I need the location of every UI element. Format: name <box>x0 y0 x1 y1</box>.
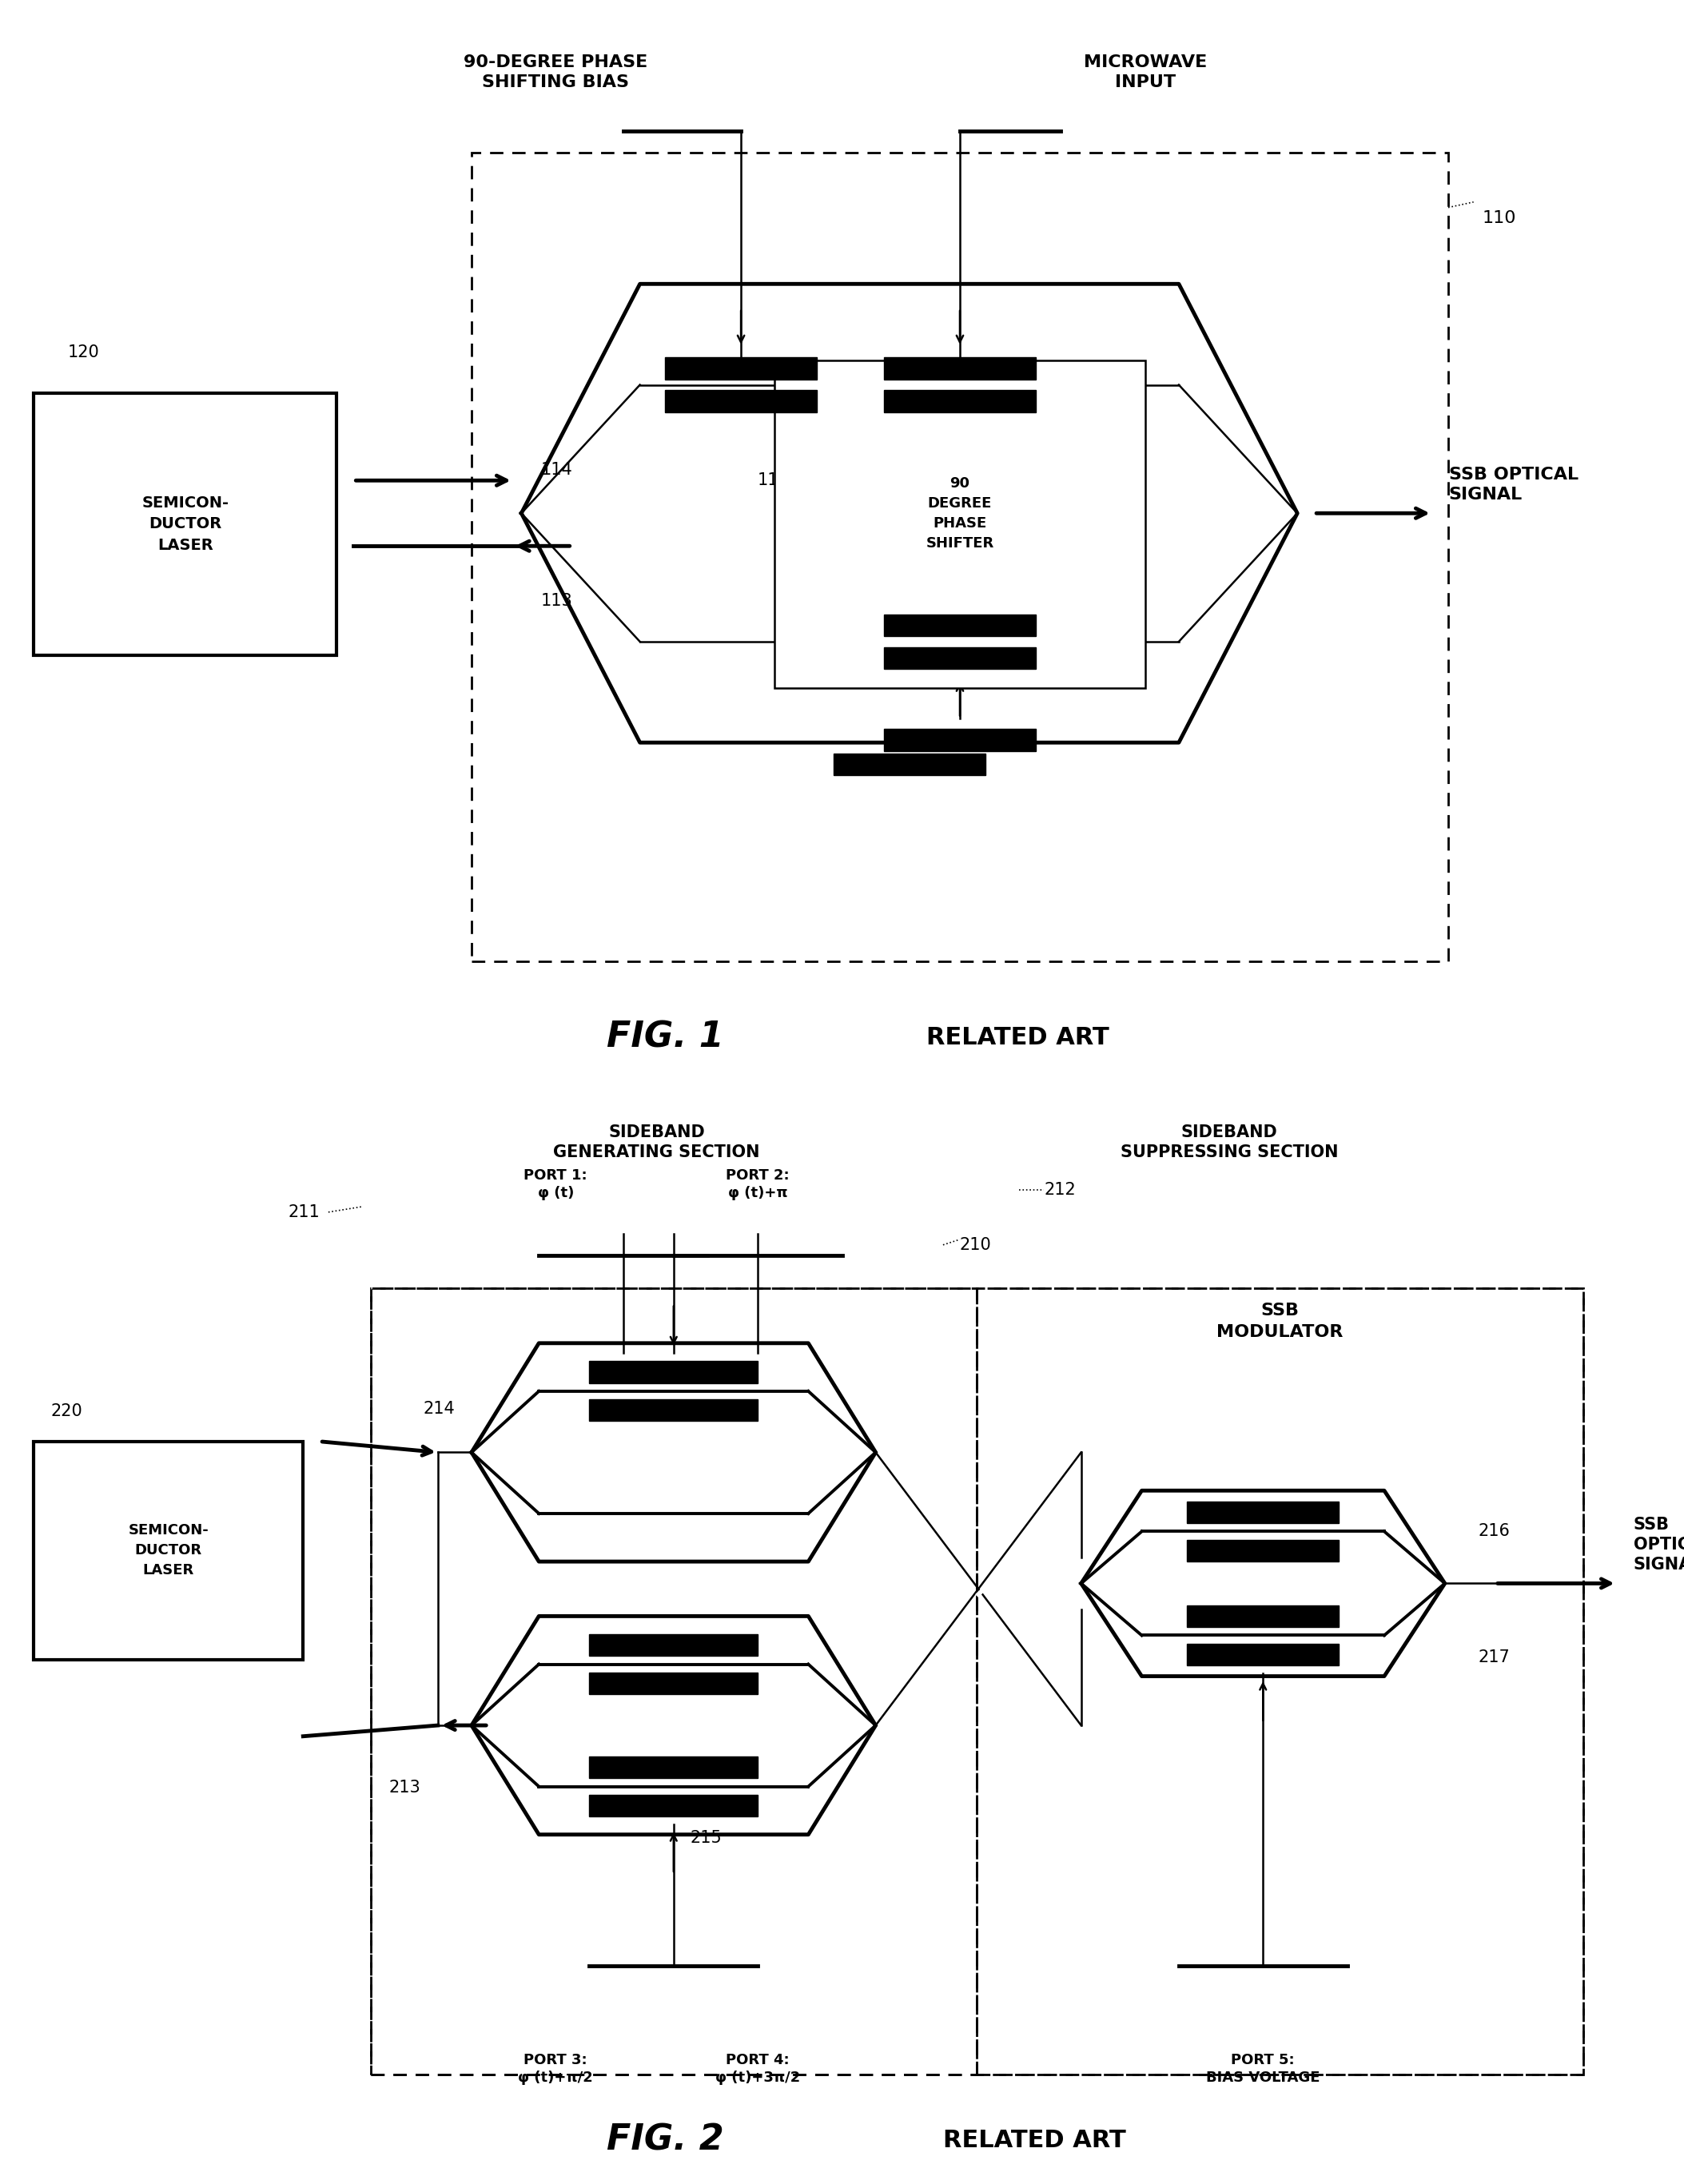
Bar <box>1187 1500 1339 1522</box>
Text: 90
DEGREE
PHASE
SHIFTER: 90 DEGREE PHASE SHIFTER <box>926 476 994 550</box>
Bar <box>370 1289 977 2075</box>
Bar <box>589 1795 758 1817</box>
Text: SSB
MODULATOR: SSB MODULATOR <box>1216 1304 1344 1339</box>
Bar <box>34 393 337 655</box>
Text: MICROWAVE
INPUT: MICROWAVE INPUT <box>1083 55 1207 90</box>
Bar <box>884 358 1036 380</box>
Text: PORT 3:
φ (t)+π/2: PORT 3: φ (t)+π/2 <box>519 2053 593 2086</box>
Bar <box>665 391 817 413</box>
Text: 111: 111 <box>758 472 790 489</box>
Bar <box>884 646 1036 668</box>
Text: 110: 110 <box>1482 210 1516 227</box>
Text: 112: 112 <box>994 472 1026 489</box>
Text: 213: 213 <box>389 1780 421 1795</box>
Text: RELATED ART: RELATED ART <box>926 1026 1110 1048</box>
Text: SIDEBAND
GENERATING SECTION: SIDEBAND GENERATING SECTION <box>554 1125 759 1160</box>
Bar <box>589 1400 758 1422</box>
Bar <box>370 1289 1583 2075</box>
Text: PORT 2:
φ (t)+π: PORT 2: φ (t)+π <box>726 1168 790 1201</box>
Bar <box>472 153 1448 961</box>
Bar <box>884 614 1036 636</box>
Text: 114: 114 <box>541 461 573 478</box>
Text: FIG. 2: FIG. 2 <box>606 2123 724 2158</box>
Text: RELATED ART: RELATED ART <box>943 2129 1127 2151</box>
Bar <box>589 1634 758 1655</box>
Text: 210: 210 <box>960 1236 992 1254</box>
Bar <box>1187 1540 1339 1562</box>
Bar <box>884 391 1036 413</box>
Text: 120: 120 <box>67 345 99 360</box>
Text: 215: 215 <box>690 1830 722 1845</box>
Text: 214: 214 <box>423 1400 455 1417</box>
Text: SIDEBAND
SUPPRESSING SECTION: SIDEBAND SUPPRESSING SECTION <box>1120 1125 1339 1160</box>
Text: PORT 4:
φ (t)+3π/2: PORT 4: φ (t)+3π/2 <box>716 2053 800 2086</box>
Bar <box>1187 1605 1339 1627</box>
Bar <box>775 360 1145 688</box>
Text: 220: 220 <box>51 1404 83 1420</box>
Text: SSB
OPTICAL
SIGNAL: SSB OPTICAL SIGNAL <box>1633 1518 1684 1572</box>
Bar <box>589 1673 758 1695</box>
Bar <box>1187 1645 1339 1666</box>
Bar <box>589 1756 758 1778</box>
Bar <box>665 358 817 380</box>
Text: 113: 113 <box>541 592 573 609</box>
Text: SEMICON-
DUCTOR
LASER: SEMICON- DUCTOR LASER <box>141 496 229 553</box>
Bar <box>589 1361 758 1382</box>
Text: SEMICON-
DUCTOR
LASER: SEMICON- DUCTOR LASER <box>128 1524 209 1577</box>
Bar <box>977 1289 1583 2075</box>
Text: 211: 211 <box>288 1203 320 1221</box>
Text: 90-DEGREE PHASE
SHIFTING BIAS: 90-DEGREE PHASE SHIFTING BIAS <box>463 55 648 90</box>
Text: SSB OPTICAL
SIGNAL: SSB OPTICAL SIGNAL <box>1448 467 1578 502</box>
Bar <box>884 729 1036 751</box>
Text: PORT 5:
BIAS VOLTAGE: PORT 5: BIAS VOLTAGE <box>1206 2053 1320 2086</box>
Bar <box>834 753 985 775</box>
Text: 212: 212 <box>1044 1182 1076 1199</box>
Text: 216: 216 <box>1479 1524 1511 1540</box>
Text: PORT 1:
φ (t): PORT 1: φ (t) <box>524 1168 588 1201</box>
Bar <box>34 1441 303 1660</box>
Text: 217: 217 <box>1479 1649 1511 1664</box>
Text: FIG. 1: FIG. 1 <box>606 1020 724 1055</box>
